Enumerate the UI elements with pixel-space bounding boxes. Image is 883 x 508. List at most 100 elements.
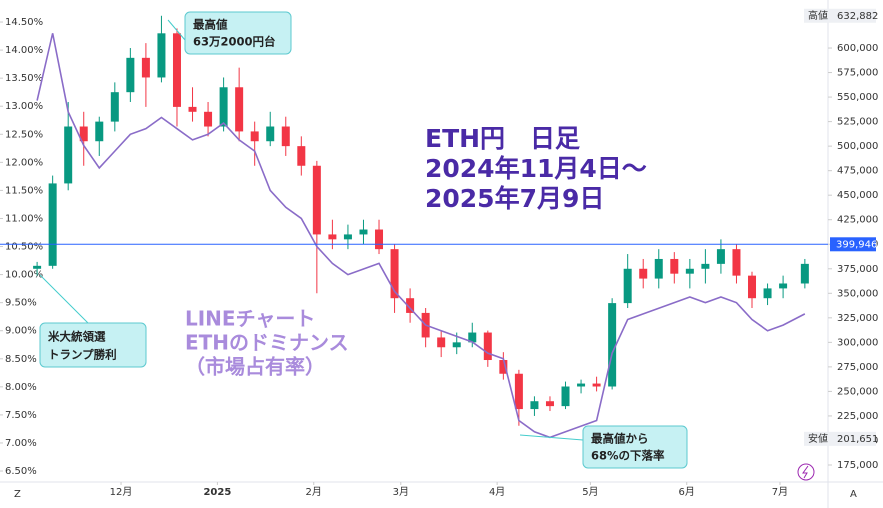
y-tick-label: 14.00% [5, 45, 43, 56]
candle-body [110, 92, 119, 122]
price-tag [830, 237, 876, 252]
y2-tick-label: 475,000 [837, 166, 878, 177]
y-tick-label: 12.00% [5, 157, 43, 168]
callout [39, 322, 147, 368]
corner-icon[interactable]: A [850, 489, 857, 500]
y-tick-label: 11.00% [5, 213, 43, 224]
y2-tick-label: 425,000 [837, 215, 878, 226]
line-label: LINEチャート [185, 307, 315, 331]
candle-body [592, 383, 601, 387]
corner-icon[interactable]: Z [14, 489, 21, 500]
candle-body [437, 337, 446, 348]
x-tick-label: 6月 [679, 486, 695, 498]
candle-body [64, 126, 73, 184]
y-tick-label: 14.50% [5, 17, 43, 28]
price-tag-name: 安値 [808, 432, 828, 445]
candle-body [545, 401, 554, 407]
x-tick-label: 4月 [489, 486, 505, 498]
y-tick-label: 11.50% [5, 185, 43, 196]
x-tick-label: 2025 [203, 487, 231, 498]
callout-pointer [39, 274, 91, 326]
y-tick-label: 9.00% [5, 326, 37, 337]
candle-body [79, 126, 88, 142]
y2-tick-label: 250,000 [837, 386, 878, 397]
y-tick-label: 7.50% [5, 410, 37, 421]
candle-body [250, 131, 259, 142]
y-tick-label: 8.50% [5, 354, 37, 365]
price-tag-name: 高値 [808, 9, 828, 22]
plot: 12月 2025 2月 3月 4月 5月 6月 7月 6.50% 7.00% 7.50% 8.00% 8… [0, 15, 878, 498]
callout-pointer [519, 434, 584, 441]
candle-body [390, 249, 399, 299]
lightning-icon[interactable] [797, 463, 815, 481]
candle-body [48, 183, 57, 266]
y2-tick-label: 450,000 [837, 190, 878, 201]
candle-body [219, 87, 228, 127]
candle-body [33, 265, 42, 269]
y-tick-label: 10.50% [5, 242, 43, 253]
y-tick-label: 13.00% [5, 101, 43, 112]
candle-body [483, 332, 492, 361]
y-tick-label: 13.50% [5, 73, 43, 84]
candle-body [406, 298, 415, 313]
candle-body [126, 57, 135, 93]
y2-tick-label: 575,000 [837, 68, 878, 79]
candle-body [359, 229, 368, 235]
callout-text: 最高値から [591, 432, 649, 446]
candle-body [235, 87, 244, 132]
callout-text: トランプ勝利 [48, 348, 117, 362]
overlay: ETH円 日足 2024年11月4日～ 2025年7月9日 LINEチャート E… [14, 8, 878, 500]
candle-body [281, 126, 290, 147]
y2-tick-label: 325,000 [837, 313, 878, 324]
price-tag-label: 632,882 [837, 11, 878, 22]
candle-body [328, 234, 337, 240]
y2-tick-label: 550,000 [837, 92, 878, 103]
x-tick-label: 7月 [772, 486, 788, 498]
candle-body [157, 33, 166, 78]
x-tick-label: 12月 [110, 486, 133, 498]
candle-body [343, 234, 352, 240]
title-line: ETH円 日足 [425, 124, 580, 153]
callout-pointer [167, 19, 186, 41]
y2-tick-label: 225,000 [837, 411, 878, 422]
candle-body [514, 373, 523, 410]
candle-body [608, 303, 617, 387]
y2-tick-label: 500,000 [837, 141, 878, 152]
y2-tick-label: 300,000 [837, 337, 878, 348]
candle-body [204, 111, 213, 127]
line-label: ETHのドミナンス [185, 331, 349, 355]
y-tick-label: 12.50% [5, 129, 43, 140]
candle-body [530, 401, 539, 410]
callout [582, 425, 688, 469]
candle-body [266, 126, 275, 142]
y2-tick-label: 175,000 [837, 460, 878, 471]
candle-body [800, 263, 809, 284]
candle-body [188, 106, 197, 112]
candle-body [297, 146, 306, 166]
title-line: 2024年11月4日～ [425, 154, 647, 183]
y2-tick-label: 600,000 [837, 43, 878, 54]
price-tag [804, 431, 876, 446]
callout-text: 最高値 [193, 18, 228, 32]
candle-body [577, 383, 586, 387]
candle-body [623, 268, 632, 304]
candle-body [141, 57, 150, 78]
y2-tick-label: 275,000 [837, 362, 878, 373]
candle-body [732, 249, 741, 276]
callout-text: 63万2000円台 [193, 35, 276, 49]
callout-text: 68%の下落率 [591, 449, 665, 463]
x-tick-label: 2月 [306, 486, 322, 498]
candle-body [452, 342, 461, 348]
title-line: 2025年7月9日 [425, 184, 604, 213]
y2-tick-label: 375,000 [837, 264, 878, 275]
x-tick-label: 3月 [393, 486, 409, 498]
dominance-line [36, 33, 806, 439]
y-tick-label: 6.50% [5, 466, 37, 477]
candle-body [716, 249, 725, 264]
line-label: （市場占有率） [185, 355, 325, 379]
y-tick-label: 7.00% [5, 438, 37, 449]
candle-body [561, 386, 570, 407]
candle-body [172, 33, 181, 107]
candle-body [701, 263, 710, 269]
